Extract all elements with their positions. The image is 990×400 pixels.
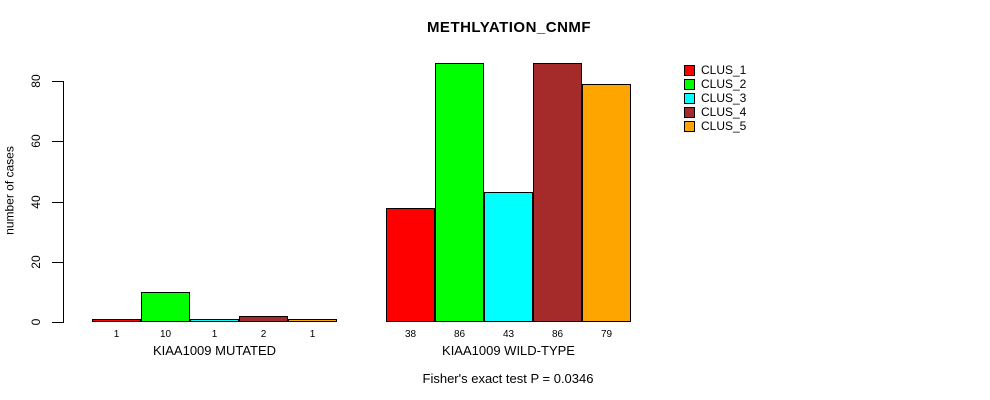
- legend-label-clus_2: CLUS_2: [701, 77, 747, 91]
- caption-fishers-test: Fisher's exact test P = 0.0346: [422, 371, 594, 386]
- bar-value-label: 79: [600, 329, 613, 340]
- legend-swatch-clus_4: [684, 107, 695, 118]
- y-axis-label: number of cases: [2, 146, 17, 235]
- bar-clus_5: [288, 319, 337, 322]
- y-tick-label: 20: [29, 255, 43, 269]
- y-tick: [52, 262, 63, 263]
- x-group-label: KIAA1009 WILD-TYPE: [442, 343, 575, 358]
- bar-clus_2: [435, 63, 484, 322]
- y-tick: [52, 322, 63, 323]
- y-tick-label: 60: [29, 134, 43, 148]
- bar-clus_3: [484, 192, 533, 322]
- bar-value-label: 86: [453, 329, 466, 340]
- bar-value-label: 1: [309, 329, 316, 340]
- legend-swatch-clus_1: [684, 65, 695, 76]
- bar-value-label: 86: [551, 329, 564, 340]
- y-tick: [52, 81, 63, 82]
- legend-swatch-clus_2: [684, 79, 695, 90]
- y-tick-label: 0: [29, 318, 43, 326]
- bar-clus_4: [239, 316, 288, 322]
- chart-title: METHLYATION_CNMF: [426, 19, 592, 36]
- legend-label-clus_3: CLUS_3: [701, 91, 747, 105]
- bar-clus_2: [141, 292, 190, 322]
- y-axis: [63, 81, 64, 323]
- legend-label-clus_4: CLUS_4: [701, 105, 747, 119]
- y-tick-label: 40: [29, 195, 43, 209]
- bar-clus_1: [386, 208, 435, 322]
- bar-value-label: 2: [260, 329, 267, 340]
- legend-swatch-clus_5: [684, 121, 695, 132]
- legend-label-clus_5: CLUS_5: [701, 119, 747, 133]
- y-tick: [52, 141, 63, 142]
- bar-value-label: 1: [113, 329, 120, 340]
- y-tick-label: 80: [29, 74, 43, 88]
- bar-clus_1: [92, 319, 141, 322]
- legend-swatch-clus_3: [684, 93, 695, 104]
- bar-clus_5: [582, 84, 631, 322]
- y-tick: [52, 202, 63, 203]
- bar-value-label: 38: [404, 329, 417, 340]
- bar-value-label: 43: [502, 329, 515, 340]
- bar-value-label: 1: [211, 329, 218, 340]
- legend-label-clus_1: CLUS_1: [701, 63, 747, 77]
- bar-clus_3: [190, 319, 239, 322]
- x-group-label: KIAA1009 MUTATED: [152, 343, 277, 358]
- bar-value-label: 10: [159, 329, 172, 340]
- bar-clus_4: [533, 63, 582, 322]
